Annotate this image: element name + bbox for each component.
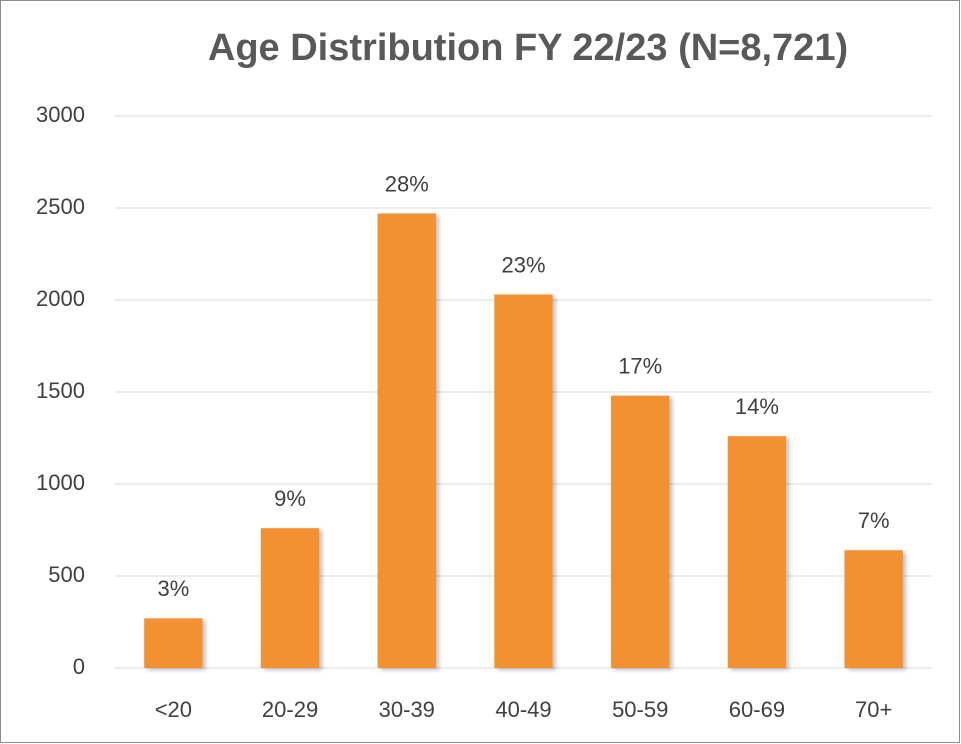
- x-tick-label: 70+: [855, 697, 892, 722]
- data-label: 7%: [858, 508, 890, 533]
- data-label: 23%: [501, 252, 545, 277]
- y-tick-label: 2000: [36, 286, 85, 311]
- chart-title: Age Distribution FY 22/23 (N=8,721): [208, 27, 848, 69]
- y-tick-label: 1000: [36, 470, 85, 495]
- bar: [611, 395, 670, 668]
- y-tick-label: 1500: [36, 378, 85, 403]
- x-tick-label: <20: [155, 697, 192, 722]
- data-label: 9%: [274, 486, 306, 511]
- x-tick-label: 60-69: [729, 697, 785, 722]
- x-tick-label: 30-39: [379, 697, 435, 722]
- x-tick-label: 50-59: [612, 697, 668, 722]
- bar: [260, 528, 320, 668]
- bar: [494, 294, 553, 668]
- y-tick-label: 0: [73, 654, 85, 679]
- x-tick-label: 20-29: [262, 697, 318, 722]
- data-label: 17%: [618, 353, 662, 378]
- x-tick-label: 40-49: [495, 697, 551, 722]
- data-label: 14%: [735, 394, 779, 419]
- data-label: 28%: [385, 171, 429, 196]
- data-label: 3%: [157, 576, 189, 601]
- y-tick-label: 3000: [36, 102, 85, 127]
- bar: [727, 436, 787, 668]
- bar: [377, 213, 436, 668]
- y-tick-label: 500: [48, 562, 85, 587]
- y-tick-label: 2500: [36, 194, 85, 219]
- bar: [844, 550, 903, 668]
- bar: [144, 618, 203, 668]
